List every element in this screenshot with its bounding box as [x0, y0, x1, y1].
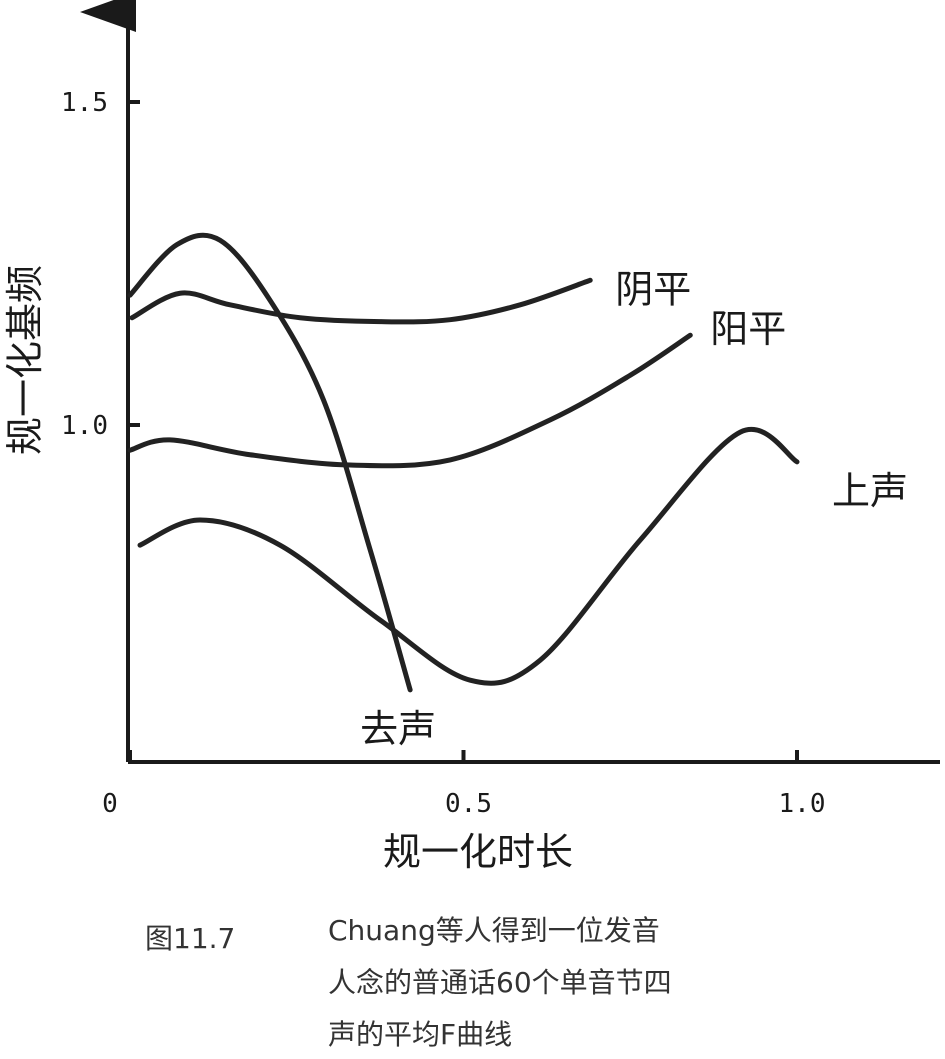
line-series [129, 277, 593, 325]
x-tick-label: 0 [102, 789, 118, 819]
caption-line: 声的平均F曲线 [328, 1018, 512, 1051]
caption-line: Chuang等人得到一位发音 [328, 914, 660, 947]
series-label: 阴平 [615, 267, 691, 311]
line-series [127, 232, 413, 693]
y-tick-label: 1.0 [61, 411, 108, 441]
line-series [137, 427, 800, 686]
x-tick-label: 1.0 [779, 789, 826, 819]
caption-number: 图11.7 [145, 922, 235, 955]
x-axis-label: 规一化时长 [383, 830, 573, 874]
y-axis-label: 规一化基频 [3, 265, 47, 455]
line-series [127, 332, 693, 469]
series-label: 去声 [360, 707, 436, 751]
y-tick-label: 1.5 [61, 88, 108, 118]
x-tick-label: 0.5 [445, 789, 492, 819]
caption-line: 人念的普通话60个单音节四 [328, 966, 672, 999]
series-label: 阳平 [710, 307, 786, 351]
series-label: 上声 [832, 469, 908, 513]
